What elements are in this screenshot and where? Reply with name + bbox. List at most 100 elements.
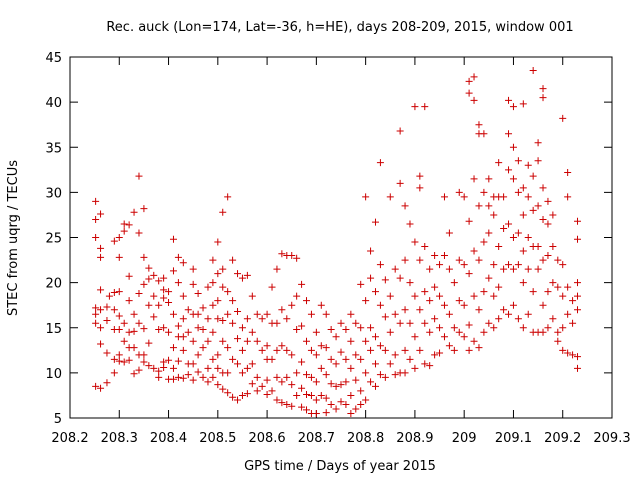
data-point bbox=[238, 274, 246, 282]
data-point bbox=[312, 378, 320, 386]
data-point bbox=[312, 409, 320, 417]
data-point bbox=[362, 396, 370, 404]
data-point bbox=[470, 247, 478, 255]
data-point bbox=[307, 373, 315, 381]
data-point bbox=[120, 220, 128, 228]
data-point bbox=[303, 406, 311, 414]
data-point bbox=[450, 324, 458, 332]
data-point bbox=[115, 357, 123, 365]
data-point bbox=[268, 355, 276, 363]
data-point bbox=[574, 364, 582, 372]
data-point bbox=[219, 283, 227, 291]
data-point bbox=[204, 315, 212, 323]
data-point bbox=[125, 356, 133, 364]
data-point bbox=[401, 256, 409, 264]
data-point bbox=[357, 324, 365, 332]
data-point bbox=[544, 220, 552, 228]
data-point bbox=[411, 238, 419, 246]
data-point bbox=[347, 364, 355, 372]
data-point bbox=[155, 373, 163, 381]
data-point bbox=[150, 271, 158, 279]
data-point bbox=[529, 172, 537, 180]
data-point bbox=[470, 175, 478, 183]
data-point bbox=[199, 326, 207, 334]
data-point bbox=[569, 351, 577, 359]
data-point bbox=[574, 279, 582, 287]
data-point bbox=[219, 317, 227, 325]
data-point bbox=[564, 349, 572, 357]
data-point bbox=[165, 356, 173, 364]
data-point bbox=[534, 265, 542, 273]
data-point bbox=[103, 303, 111, 311]
data-point bbox=[342, 355, 350, 363]
chart-title: Rec. auck (Lon=174, Lat=-36, h=HE), days… bbox=[106, 20, 573, 35]
data-point bbox=[263, 342, 271, 350]
data-point bbox=[475, 256, 483, 264]
data-point bbox=[97, 253, 105, 261]
data-point bbox=[273, 319, 281, 327]
data-point bbox=[524, 310, 532, 318]
data-point bbox=[421, 243, 429, 251]
data-point bbox=[564, 169, 572, 177]
data-point bbox=[92, 215, 100, 223]
data-point bbox=[445, 342, 453, 350]
data-point bbox=[209, 279, 217, 287]
data-point bbox=[327, 355, 335, 363]
data-point bbox=[303, 371, 311, 379]
data-point bbox=[534, 139, 542, 147]
y-tick-label: 45 bbox=[45, 51, 62, 66]
data-point bbox=[539, 215, 547, 223]
data-point bbox=[539, 184, 547, 192]
data-point bbox=[347, 409, 355, 417]
data-point bbox=[174, 373, 182, 381]
data-point bbox=[505, 96, 513, 104]
plot-frame bbox=[69, 56, 613, 419]
x-tick-label: 208.7 bbox=[298, 431, 335, 446]
data-point bbox=[391, 351, 399, 359]
data-point bbox=[460, 333, 468, 341]
data-point bbox=[534, 202, 542, 210]
data-point bbox=[539, 301, 547, 309]
data-point bbox=[145, 362, 153, 370]
x-tick-label: 209.3 bbox=[593, 431, 630, 446]
data-point bbox=[97, 384, 105, 392]
data-point bbox=[199, 304, 207, 312]
data-point bbox=[342, 378, 350, 386]
data-point bbox=[332, 360, 340, 368]
data-point bbox=[307, 346, 315, 354]
data-point bbox=[421, 288, 429, 296]
data-point bbox=[253, 310, 261, 318]
data-point bbox=[465, 89, 473, 97]
data-point bbox=[362, 193, 370, 201]
data-point bbox=[160, 363, 168, 371]
data-point bbox=[376, 342, 384, 350]
data-point bbox=[120, 227, 128, 235]
data-point bbox=[376, 261, 384, 269]
data-point bbox=[312, 351, 320, 359]
data-point bbox=[169, 364, 177, 372]
y-tick-label: 35 bbox=[45, 141, 62, 156]
data-point bbox=[347, 337, 355, 345]
data-point bbox=[559, 114, 567, 122]
data-point bbox=[298, 280, 306, 288]
data-point bbox=[214, 381, 222, 389]
data-point bbox=[224, 369, 232, 377]
data-point bbox=[140, 280, 148, 288]
data-point bbox=[440, 252, 448, 260]
data-point bbox=[386, 292, 394, 300]
data-point bbox=[268, 387, 276, 395]
data-point bbox=[115, 253, 123, 261]
data-point bbox=[184, 306, 192, 314]
data-point bbox=[155, 326, 163, 334]
data-point bbox=[574, 217, 582, 225]
data-point bbox=[367, 247, 375, 255]
data-point bbox=[278, 306, 286, 314]
data-point bbox=[97, 244, 105, 252]
data-point bbox=[416, 184, 424, 192]
data-point bbox=[115, 326, 123, 334]
data-point bbox=[549, 243, 557, 251]
x-tick-label: 209.1 bbox=[495, 431, 532, 446]
data-point bbox=[381, 373, 389, 381]
data-point bbox=[110, 289, 118, 297]
